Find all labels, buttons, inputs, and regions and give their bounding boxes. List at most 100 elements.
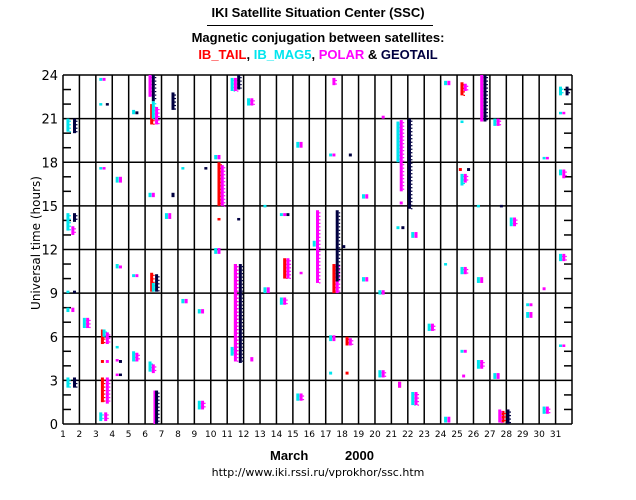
segment-geotail-tick <box>338 226 341 228</box>
segment-polar-tick <box>565 171 567 173</box>
segment-geotail-tick <box>509 421 511 424</box>
segment-ib-mag5 <box>542 406 546 414</box>
segment-polar-tick <box>89 323 91 325</box>
segment-polar-tick <box>402 178 405 180</box>
segment-polar <box>399 201 403 205</box>
segment-ib-tail-tick <box>153 120 155 122</box>
segment-polar <box>168 213 172 219</box>
segment-geotail-tick <box>75 386 78 388</box>
segment-ib-mag5 <box>66 118 70 132</box>
segment-polar-tick <box>223 202 226 204</box>
segment-polar-tick <box>402 146 405 148</box>
segment-geotail-tick <box>241 353 244 355</box>
segment-geotail-tick <box>486 87 488 89</box>
segment-ib-mag5 <box>361 277 365 282</box>
segment-polar-tick <box>302 395 305 397</box>
segment-polar-tick <box>253 100 255 102</box>
segment-polar-tick <box>466 272 469 274</box>
segment-geotail-tick <box>158 276 160 278</box>
segment-polar-tick <box>108 341 111 343</box>
segment-polar-tick <box>107 414 109 416</box>
segment-polar-tick <box>417 397 420 399</box>
segment-polar-tick <box>236 325 239 327</box>
segment-ib-mag5 <box>296 393 300 401</box>
segment-polar <box>381 370 385 378</box>
segment-polar-tick <box>466 268 469 271</box>
segment-ib-mag5 <box>476 360 480 369</box>
segment-ib-tail-tick <box>504 419 507 422</box>
segment-polar <box>542 287 546 291</box>
segment-geotail-tick <box>241 283 244 285</box>
segment-polar <box>562 253 566 262</box>
segment-ib-tail <box>501 410 505 423</box>
segment-geotail-tick <box>241 290 244 292</box>
legend-item-geotail: GEOTAIL <box>380 47 438 62</box>
segment-ib-mag5-tick <box>69 215 71 217</box>
segment-polar <box>115 359 119 362</box>
segment-polar-tick <box>108 334 111 336</box>
segment-polar <box>562 344 566 347</box>
segment-ib-tail-tick <box>504 412 507 415</box>
segment-geotail-tick <box>240 87 242 89</box>
segment-polar-tick <box>236 350 239 352</box>
segment-geotail-tick <box>486 101 488 103</box>
segment-geotail-tick <box>338 212 341 214</box>
segment-geotail-tick <box>338 261 341 263</box>
segment-ib-mag5 <box>559 344 563 347</box>
segment-geotail-tick <box>486 112 488 114</box>
segment-ib-mag5 <box>444 416 448 423</box>
segment-polar-tick <box>466 179 469 181</box>
segment-polar-tick <box>466 85 469 87</box>
segment-polar <box>480 360 484 369</box>
segment-polar <box>105 377 109 404</box>
segment-polar <box>233 264 237 362</box>
segment-polar-tick <box>319 268 321 270</box>
segment-ib-mag5 <box>396 121 400 163</box>
segment-geotail-tick <box>410 134 413 136</box>
segment-geotail <box>565 86 569 96</box>
segment-geotail <box>499 204 503 208</box>
segment-ib-mag5 <box>99 412 103 422</box>
segment-geotail-tick <box>568 92 571 94</box>
segment-polar <box>447 416 451 423</box>
segment-geotail-tick <box>410 197 413 199</box>
segment-geotail-tick <box>241 297 244 299</box>
segment-geotail-tick <box>338 222 341 224</box>
segment-polar-tick <box>74 228 76 230</box>
segment-geotail-tick <box>158 417 160 419</box>
segment-polar-tick <box>338 269 341 271</box>
segment-geotail <box>72 213 76 222</box>
x-tick-label: 3 <box>93 430 99 440</box>
y-tick-label: 0 <box>50 418 58 433</box>
segment-geotail-tick <box>154 77 157 79</box>
segment-polar-tick <box>402 181 405 183</box>
segment-geotail <box>135 111 139 115</box>
segment-geotail-tick <box>241 339 244 341</box>
segment-polar <box>365 194 369 199</box>
segment-polar <box>299 141 303 148</box>
segment-ib-mag5 <box>493 118 497 126</box>
segment-polar-tick <box>338 290 341 292</box>
x-tick-label: 13 <box>254 430 265 440</box>
source-url[interactable]: http://www.iki.rssi.ru/vprokhor/ssc.htm <box>211 466 425 479</box>
segment-ib-mag5 <box>66 213 70 231</box>
segment-polar <box>562 169 566 179</box>
segment-geotail-tick <box>338 278 341 280</box>
segment-geotail-tick <box>338 275 341 277</box>
segment-geotail-tick <box>410 183 413 185</box>
segment-ib-tail <box>332 264 336 294</box>
segment-polar-tick <box>223 170 226 172</box>
y-tick-label: 12 <box>41 244 58 259</box>
segment-ib-mag5 <box>214 154 218 160</box>
segment-geotail-tick <box>241 325 244 327</box>
segment-ib-mag5 <box>82 317 86 329</box>
segment-ib-mag5 <box>279 297 283 305</box>
segment-geotail-tick <box>338 229 341 231</box>
segment-ib-mag5 <box>460 349 464 353</box>
segment-polar-tick <box>236 343 239 345</box>
segment-ib-tail-tick <box>504 416 507 418</box>
segment-geotail-tick <box>241 346 244 348</box>
segment-geotail-tick <box>509 418 511 420</box>
x-tick-label: 2 <box>77 430 83 440</box>
x-tick-label: 10 <box>205 430 217 440</box>
